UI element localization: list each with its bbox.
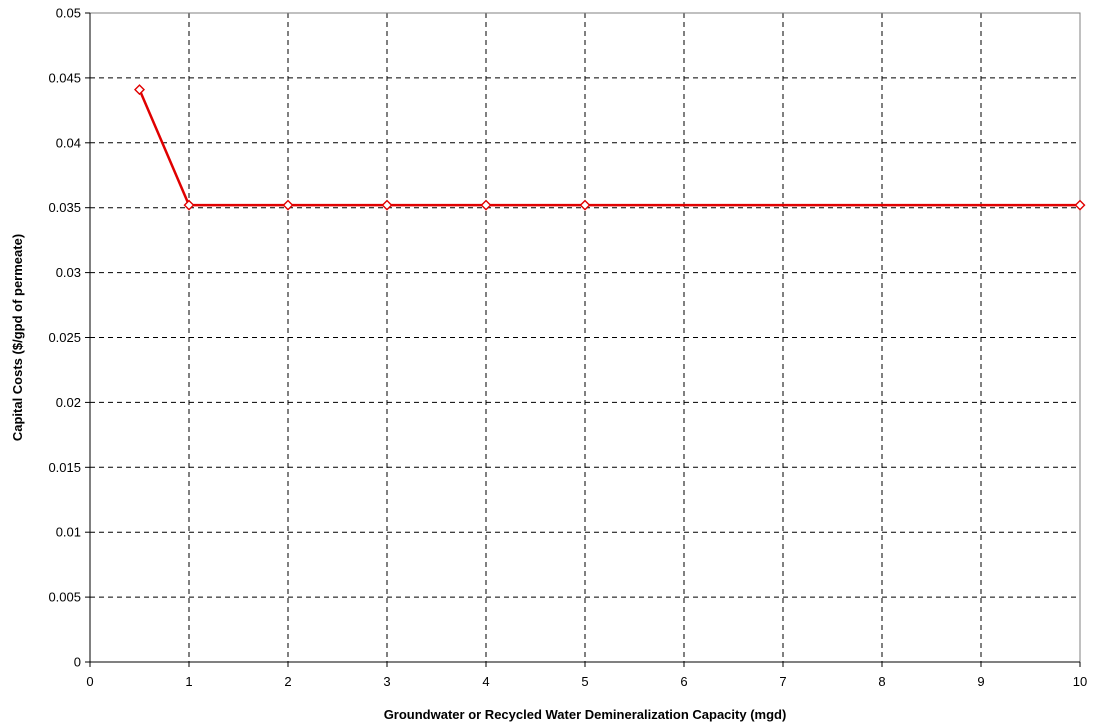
y-tick-label: 0.05: [56, 6, 81, 21]
x-tick-label: 0: [86, 674, 93, 689]
series: [134, 84, 1086, 211]
y-tick-label: 0.045: [48, 70, 81, 85]
data-point-marker: [579, 199, 591, 211]
x-tick-label: 9: [977, 674, 984, 689]
axes: 0 0.005 0.01 0.015 0.02 0.025 0.03 0.035 0.04 0.0…: [48, 6, 1087, 690]
y-tick-label: 0.015: [48, 460, 81, 475]
y-tick-label: 0.04: [56, 135, 81, 150]
x-tick-label: 1: [185, 674, 192, 689]
y-tick-label: 0.03: [56, 265, 81, 280]
y-tick-label: 0.02: [56, 395, 81, 410]
x-tick-label: 2: [284, 674, 291, 689]
x-tick-label: 8: [878, 674, 885, 689]
x-tick-label: 7: [779, 674, 786, 689]
y-tick-label: 0: [74, 655, 81, 670]
data-point-marker: [282, 199, 294, 211]
y-tick-label: 0.035: [48, 200, 81, 215]
x-tick-label: 4: [482, 674, 489, 689]
x-tick-label: 5: [581, 674, 588, 689]
data-point-marker: [183, 199, 195, 211]
data-point-marker: [134, 84, 145, 96]
x-tick-label: 6: [680, 674, 687, 689]
y-tick-label: 0.005: [48, 590, 81, 605]
x-tick-label: 3: [383, 674, 390, 689]
y-axis-title: Capital Costs ($/gpd of permeate): [10, 234, 25, 441]
data-point-marker: [480, 199, 492, 211]
x-tick-label: 10: [1073, 674, 1087, 689]
y-tick-label: 0.01: [56, 525, 81, 540]
x-axis-title: Groundwater or Recycled Water Deminerali…: [384, 707, 787, 722]
data-point-marker: [1074, 199, 1086, 211]
y-tick-label: 0.025: [48, 330, 81, 345]
data-point-marker: [381, 199, 393, 211]
